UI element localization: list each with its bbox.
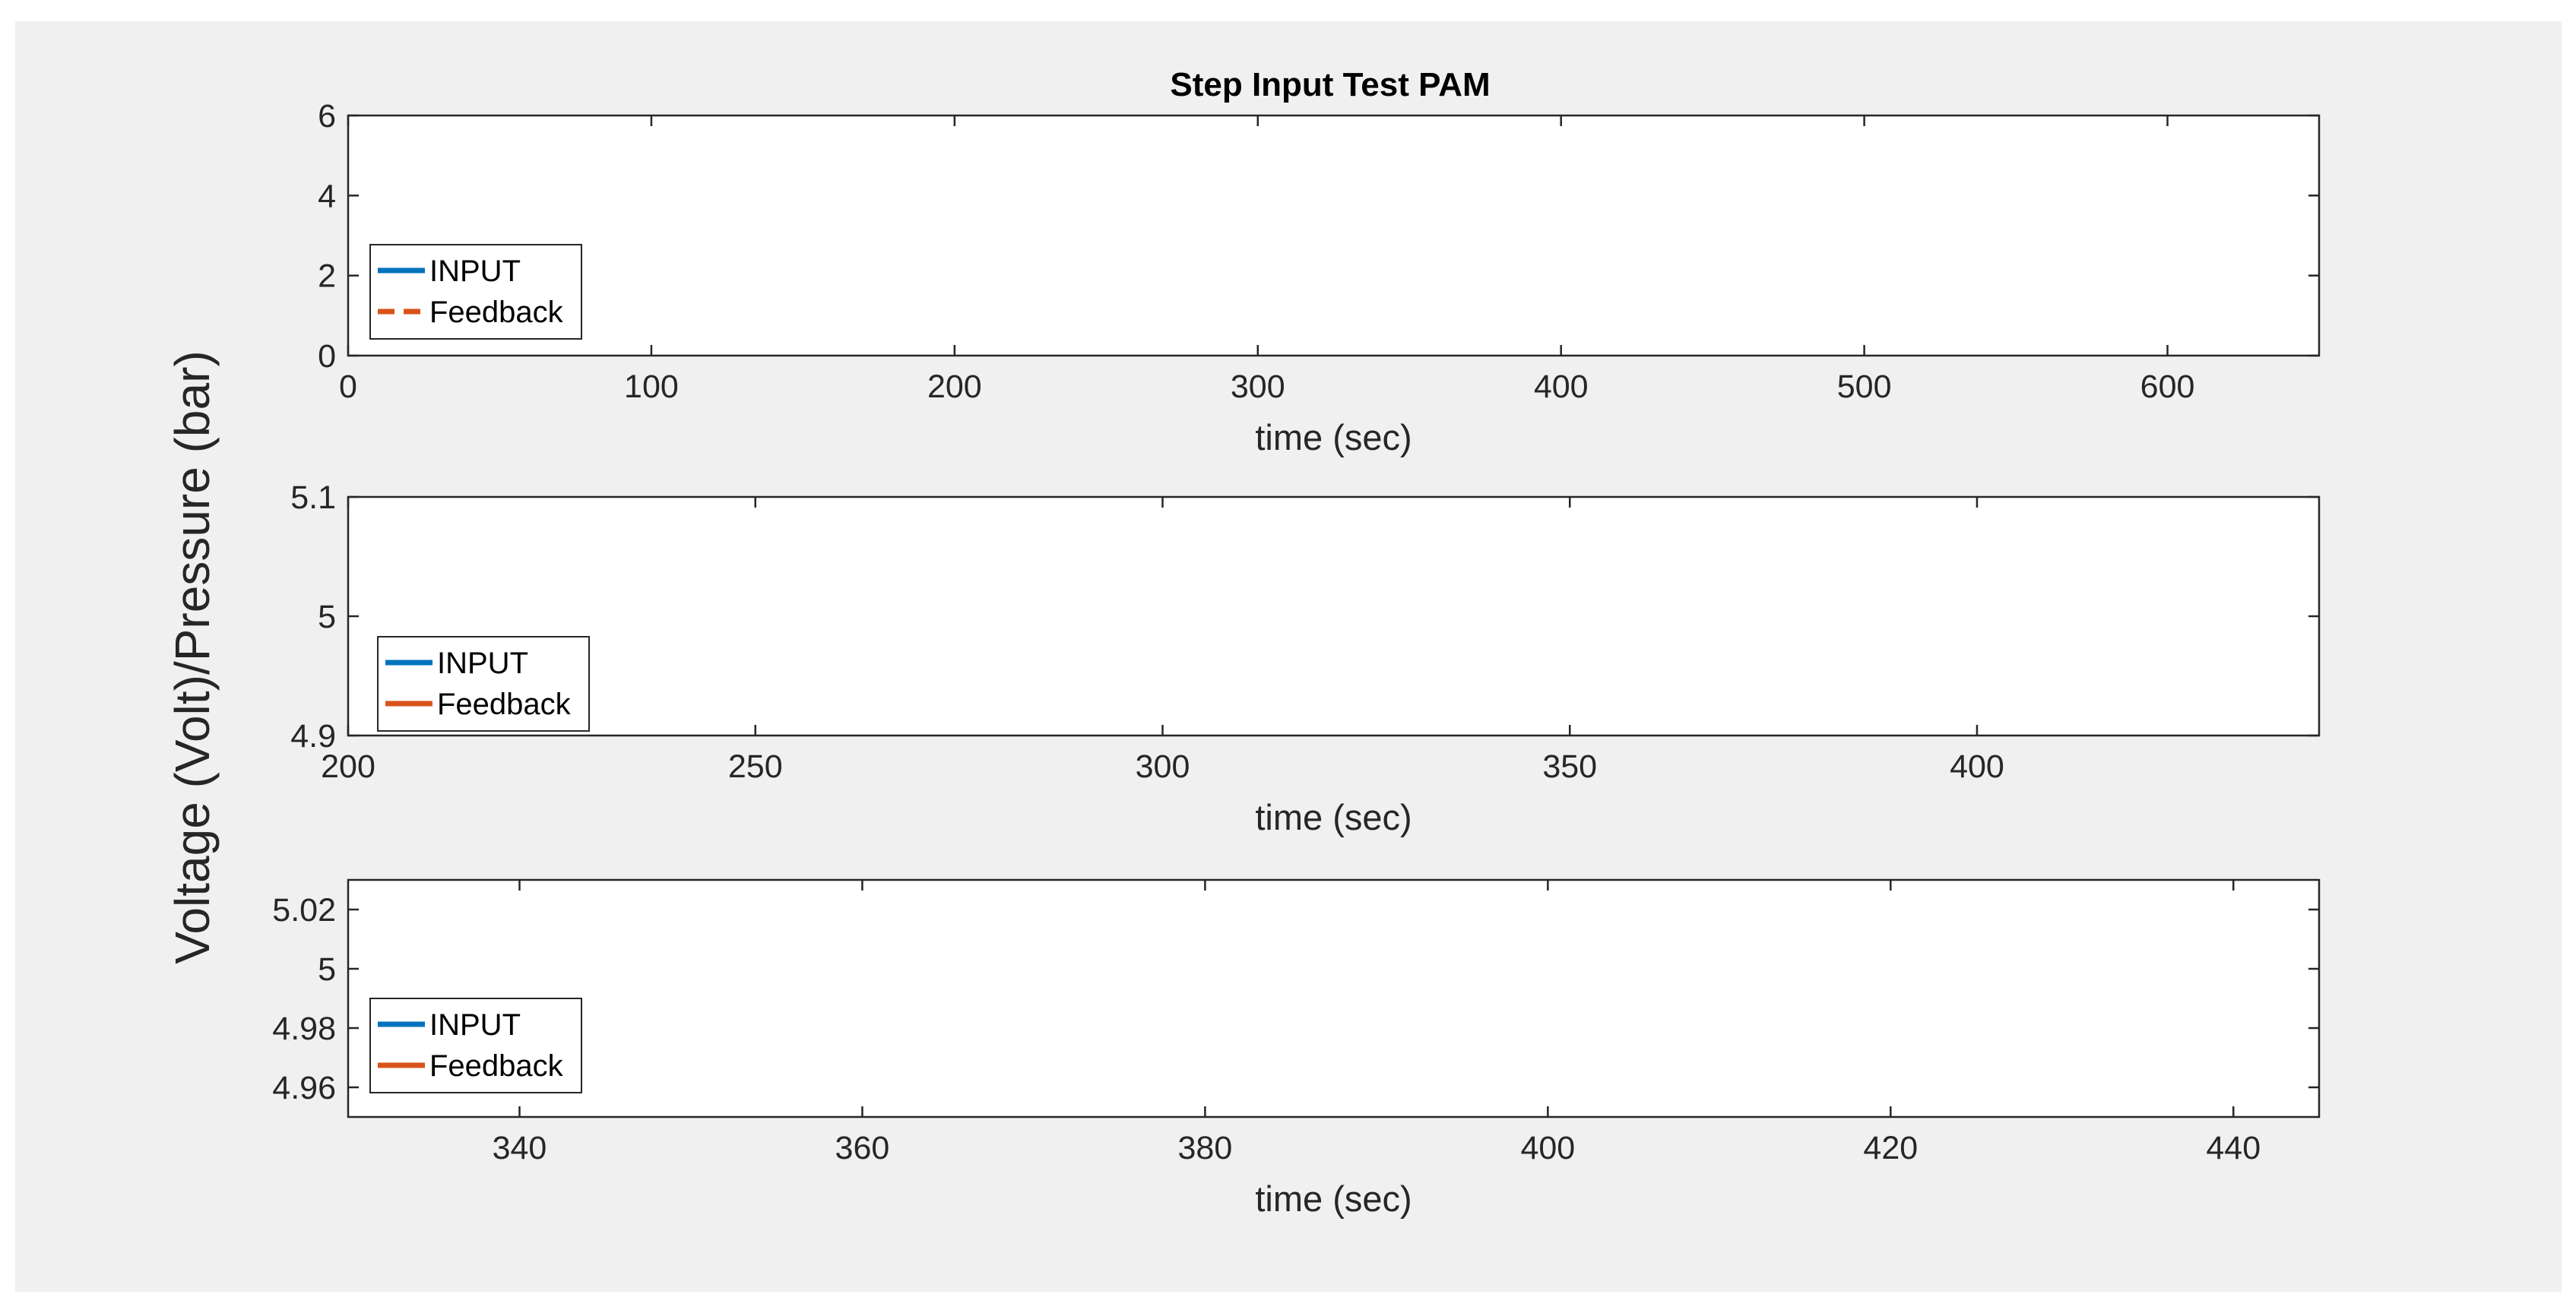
x-tick-label: 360 [835, 1130, 890, 1166]
legend: INPUT Feedback [369, 244, 582, 340]
y-tick-label: 5 [318, 951, 336, 988]
y-tick-label: 5 [318, 599, 336, 635]
x-tick-label: 200 [321, 748, 375, 785]
y-tick-label: 5.1 [290, 479, 336, 516]
y-tick-label: 0 [318, 338, 336, 375]
x-tick-label: 420 [1863, 1130, 1918, 1166]
subplot-zoom-high: 200 250 300 350 400 4.9 5 5.1 time (sec) INPUT Fee… [290, 479, 2321, 837]
x-tick-label: 250 [728, 748, 783, 785]
legend: INPUT Feedback [369, 998, 582, 1093]
y-tick-label: 5.02 [272, 892, 336, 929]
legend-label-feedback: Feedback [429, 296, 564, 329]
figure-title: Step Input Test PAM [1170, 66, 1490, 103]
legend-label-input: INPUT [429, 255, 521, 288]
x-tick-label: 100 [624, 369, 679, 405]
x-tick-label: 380 [1178, 1130, 1233, 1166]
x-tick-label: 400 [1950, 748, 2004, 785]
y-axis-label: Voltage (Volt)/Pressure (bar) [165, 350, 220, 963]
legend-label-feedback: Feedback [429, 1049, 564, 1083]
axes-frame [347, 878, 2321, 1118]
x-axis-label: time (sec) [1255, 417, 1412, 457]
subplot-step-response: 0 100 200 300 400 500 600 0 2 4 6 time (sec) INPUT Fe… [318, 98, 2321, 457]
y-tick-label: 2 [318, 258, 336, 295]
legend-box [369, 244, 582, 340]
x-axis-label: time (sec) [1255, 797, 1412, 837]
legend-label-feedback: Feedback [437, 688, 572, 721]
y-tick-label: 4.98 [272, 1011, 336, 1047]
legend-box [369, 998, 582, 1093]
x-tick-label: 300 [1136, 748, 1190, 785]
x-tick-label: 0 [339, 369, 357, 405]
legend-box [377, 636, 590, 732]
subplot-zoom-steady: 340 360 380 400 420 440 4.96 4.98 5 5.02 time (sec… [272, 878, 2321, 1219]
x-tick-label: 600 [2140, 369, 2195, 405]
axes-frame [347, 114, 2321, 357]
x-tick-label: 440 [2206, 1130, 2261, 1166]
x-tick-label: 350 [1542, 748, 1597, 785]
legend-label-input: INPUT [429, 1008, 521, 1042]
y-tick-label: 6 [318, 98, 336, 134]
x-axis-label: time (sec) [1255, 1179, 1412, 1219]
x-tick-label: 340 [493, 1130, 547, 1166]
axes-frame [347, 495, 2321, 737]
x-tick-label: 500 [1837, 369, 1892, 405]
y-tick-label: 4.96 [272, 1070, 336, 1106]
x-tick-label: 400 [1520, 1130, 1575, 1166]
x-tick-label: 400 [1534, 369, 1589, 405]
x-tick-label: 300 [1231, 369, 1285, 405]
legend-label-input: INPUT [437, 647, 528, 680]
y-tick-label: 4.9 [290, 718, 336, 755]
y-tick-label: 4 [318, 178, 336, 214]
legend: INPUT Feedback [377, 636, 590, 732]
x-tick-label: 200 [927, 369, 982, 405]
